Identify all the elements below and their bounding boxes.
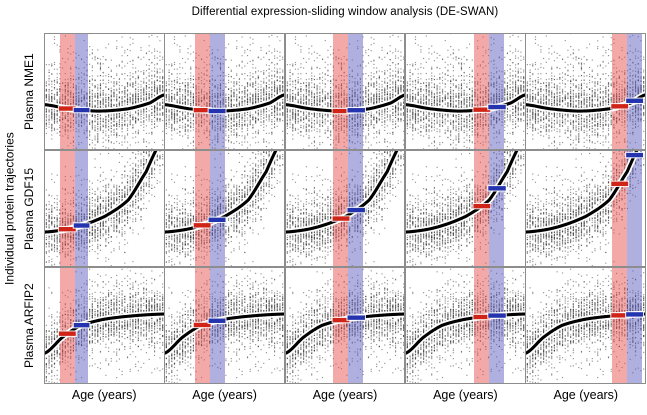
row-label-plasma-arfip2: Plasma ARFIP2 bbox=[22, 283, 36, 368]
trend-curve-layer bbox=[165, 267, 285, 383]
trend-curve-layer bbox=[45, 150, 164, 266]
trend-curve-layer bbox=[405, 150, 525, 266]
x-axis-label-col5: Age (years) bbox=[553, 388, 619, 402]
scatter-panel-r1c2 bbox=[165, 34, 285, 150]
trend-curve-layer bbox=[526, 150, 645, 266]
scatter-panel-r2c4 bbox=[405, 150, 525, 267]
scatter-panel-r2c2 bbox=[165, 150, 285, 267]
trend-curve-layer bbox=[405, 34, 525, 149]
x-axis-label-col2: Age (years) bbox=[192, 388, 257, 402]
trend-curve-layer bbox=[165, 34, 285, 149]
x-axis-label-col3: Age (years) bbox=[312, 388, 378, 402]
scatter-panel-r2c1 bbox=[45, 150, 164, 267]
trend-curve-layer bbox=[285, 34, 405, 149]
scatter-panel-r2c5 bbox=[526, 150, 645, 267]
y-axis-outer-label: Individual protein trajectories bbox=[2, 132, 17, 285]
scatter-panel-r3c2 bbox=[165, 267, 285, 383]
row-label-plasma-gdf15: Plasma GDF15 bbox=[22, 167, 36, 250]
panel-grid bbox=[44, 33, 646, 384]
row-labels: Plasma NME1 Plasma GDF15 Plasma ARFIP2 bbox=[20, 33, 38, 384]
scatter-panel-r1c5 bbox=[526, 34, 645, 150]
scatter-panel-r3c1 bbox=[45, 267, 164, 383]
trend-curve-layer bbox=[45, 267, 164, 383]
x-axis-label-col1: Age (years) bbox=[71, 388, 137, 402]
scatter-panel-r3c4 bbox=[405, 267, 525, 383]
trend-curve-layer bbox=[285, 267, 405, 383]
trend-curve-layer bbox=[45, 34, 164, 149]
scatter-panel-r3c3 bbox=[285, 267, 405, 383]
trend-curve-layer bbox=[405, 267, 525, 383]
trend-curve-layer bbox=[526, 34, 645, 149]
scatter-panel-r1c3 bbox=[285, 34, 405, 150]
trend-curve-layer bbox=[285, 150, 405, 266]
row-label-plasma-nme1: Plasma NME1 bbox=[22, 53, 36, 130]
scatter-panel-r1c1 bbox=[45, 34, 164, 150]
x-axis-label-col4: Age (years) bbox=[433, 388, 498, 402]
x-axis-labels: Age (years) Age (years) Age (years) Age … bbox=[44, 388, 646, 406]
trend-curve-layer bbox=[165, 150, 285, 266]
scatter-panel-r3c5 bbox=[526, 267, 645, 383]
scatter-panel-r1c4 bbox=[405, 34, 525, 150]
trend-curve-layer bbox=[526, 267, 645, 383]
scatter-panel-r2c3 bbox=[285, 150, 405, 267]
figure-title: Differential expression-sliding window a… bbox=[191, 6, 499, 18]
